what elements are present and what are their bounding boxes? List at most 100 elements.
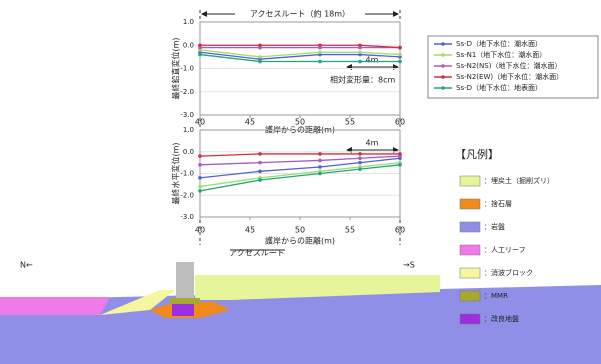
y-tick-label: -2.0 bbox=[180, 88, 194, 96]
point bbox=[318, 59, 322, 64]
legend-label: ：人工リーフ bbox=[484, 246, 526, 254]
series-line bbox=[199, 155, 401, 166]
x-tick-label: 60 bbox=[395, 118, 405, 127]
legend-marker bbox=[441, 42, 445, 46]
legend-label: ：消波ブロック bbox=[484, 268, 533, 277]
legend-marker bbox=[441, 53, 445, 57]
annotation: 相対変形量：8cm bbox=[330, 75, 395, 85]
point bbox=[258, 55, 262, 59]
point bbox=[358, 156, 362, 161]
wave-block bbox=[100, 290, 175, 315]
point bbox=[358, 160, 362, 165]
y-tick-label: 1.0 bbox=[183, 126, 194, 134]
seawall bbox=[176, 262, 194, 304]
legend-swatch bbox=[459, 267, 481, 279]
point bbox=[318, 50, 322, 55]
legend-swatch bbox=[459, 175, 481, 187]
x-tick-label: 40 bbox=[195, 118, 205, 127]
x-tick-label: 55 bbox=[345, 118, 355, 127]
x-tick-label: 45 bbox=[245, 226, 255, 235]
point bbox=[318, 158, 322, 163]
legend-marker bbox=[441, 64, 445, 68]
x-tick-label: 45 bbox=[245, 118, 255, 127]
y-tick-label: -1.0 bbox=[180, 170, 194, 178]
y-tick-label: -3.0 bbox=[180, 213, 194, 221]
mmr bbox=[170, 298, 200, 304]
point bbox=[358, 43, 362, 48]
y-tick-label: 0.0 bbox=[183, 41, 194, 49]
x-tick-label: 55 bbox=[345, 226, 355, 235]
x-tick-label: 50 bbox=[295, 226, 305, 235]
legend-swatch bbox=[459, 313, 481, 325]
cross-section bbox=[0, 249, 601, 364]
legend-label: Ss-N2(EW)（地下水位：潮水面） bbox=[456, 72, 563, 81]
point bbox=[258, 43, 262, 48]
point bbox=[318, 171, 322, 176]
series-legend bbox=[427, 35, 599, 99]
legend-label: Ss-D（地下水位：潮水面） bbox=[456, 39, 542, 48]
annotation: アクセスルート（約 18m） bbox=[250, 9, 350, 19]
point bbox=[398, 45, 402, 50]
point bbox=[358, 59, 362, 64]
legend-label: ：岩盤 bbox=[484, 222, 505, 231]
y-tick-label: 1.0 bbox=[183, 18, 194, 26]
point bbox=[258, 169, 262, 174]
point bbox=[198, 154, 202, 158]
artificial-reef bbox=[0, 297, 110, 315]
point bbox=[258, 160, 262, 165]
series-line bbox=[199, 153, 400, 157]
improved-ground bbox=[172, 304, 194, 316]
legend-title: 【凡例】 bbox=[455, 147, 499, 161]
annotation: N← bbox=[20, 261, 33, 270]
y-tick-label: -2.0 bbox=[180, 191, 194, 199]
legend-marker bbox=[441, 86, 445, 90]
point bbox=[198, 52, 202, 57]
x-axis-title: 護岸からの距離(m) bbox=[265, 236, 335, 246]
point bbox=[198, 43, 202, 48]
point bbox=[318, 152, 322, 156]
x-tick-label: 60 bbox=[395, 226, 405, 235]
point bbox=[318, 165, 322, 169]
x-tick-label: 40 bbox=[195, 226, 205, 235]
legend-label: ：改良地盤 bbox=[484, 314, 519, 323]
point bbox=[398, 59, 402, 64]
point bbox=[198, 184, 202, 189]
legend-swatch bbox=[459, 221, 481, 233]
y-tick-label: -3.0 bbox=[180, 111, 194, 119]
point bbox=[398, 163, 402, 167]
legend-label: Ss-N1（地下水位：潮水面） bbox=[456, 50, 546, 59]
legend-label: Ss-D（地下水位：地表面） bbox=[456, 83, 542, 92]
annotation: 4m bbox=[366, 56, 379, 65]
point bbox=[258, 59, 262, 64]
legend-swatch bbox=[459, 244, 481, 256]
annotation: アクセスルート bbox=[229, 249, 285, 258]
point bbox=[358, 50, 362, 55]
label-bg bbox=[235, 8, 365, 20]
legend-marker bbox=[441, 75, 445, 79]
point bbox=[358, 167, 362, 171]
point bbox=[258, 178, 262, 182]
point bbox=[258, 152, 262, 156]
y-axis-title: 最終鉛直変位(m) bbox=[171, 37, 181, 99]
x-tick-label: 50 bbox=[295, 118, 305, 127]
y-tick-label: 0.0 bbox=[183, 148, 194, 156]
y-axis-title: 最終水平変位(m) bbox=[171, 142, 181, 204]
annotation: →S bbox=[403, 261, 415, 270]
legend-swatch bbox=[459, 198, 481, 210]
legend-swatch bbox=[459, 290, 481, 302]
axis-frame bbox=[199, 21, 401, 116]
annotation: 4m bbox=[366, 139, 379, 148]
y-tick-label: -1.0 bbox=[180, 65, 194, 73]
backfill bbox=[195, 275, 440, 300]
legend-label: Ss-N2(NS)（地下水位：潮水面） bbox=[456, 61, 561, 70]
point bbox=[358, 152, 362, 156]
point bbox=[198, 176, 202, 180]
point bbox=[398, 152, 402, 156]
legend-label: ：捨石層 bbox=[484, 199, 512, 208]
point bbox=[318, 43, 322, 48]
legend-label: ：MMR bbox=[484, 292, 508, 300]
point bbox=[198, 189, 202, 193]
point bbox=[198, 163, 202, 167]
point bbox=[398, 52, 402, 57]
